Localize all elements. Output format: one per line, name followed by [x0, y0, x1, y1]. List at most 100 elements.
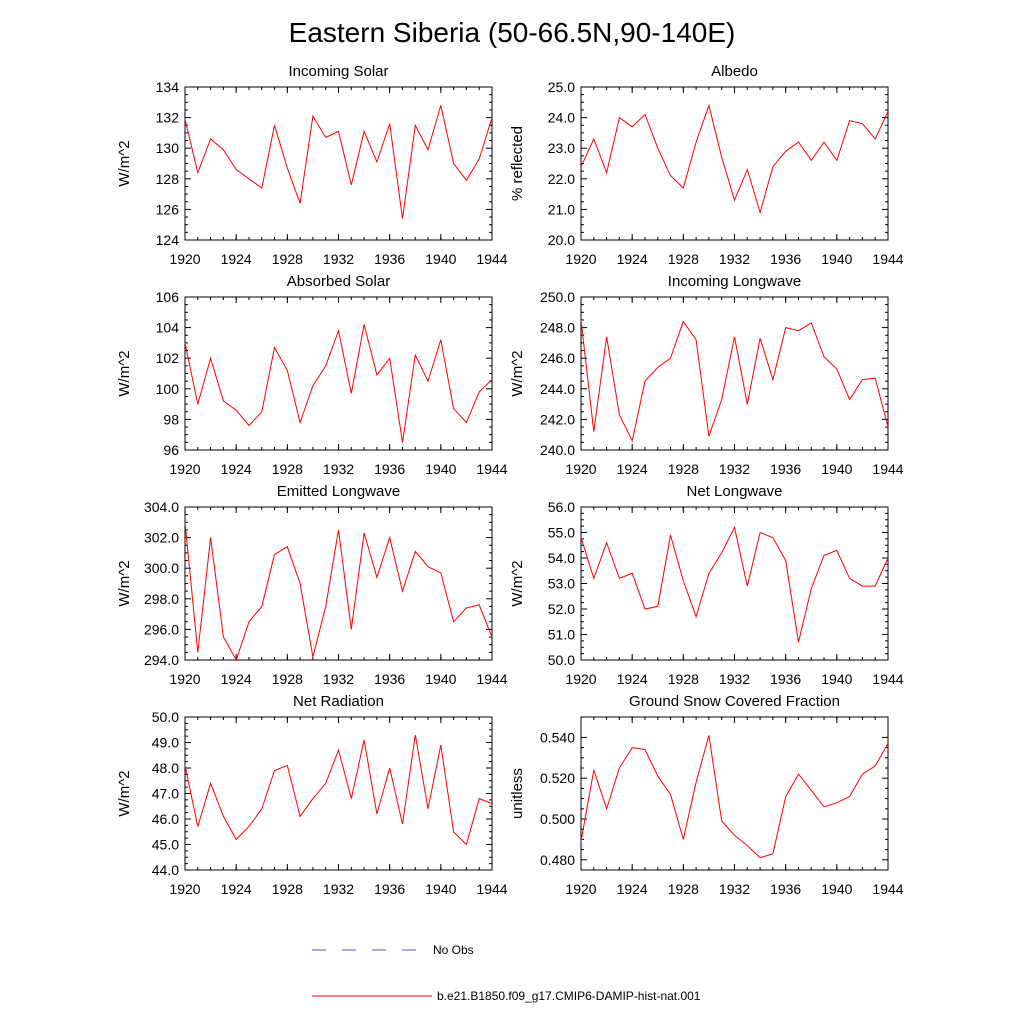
plot-frame [184, 296, 493, 451]
plot-frame [184, 86, 493, 241]
y-tick-label: 302.0 [144, 530, 179, 546]
x-tick-label: 1920 [565, 671, 596, 687]
y-tick-label: 46.0 [152, 811, 179, 827]
chart-panel: 1920 1924 1928 1932 1936 1940 1944 0.480 0.500 0.… [509, 693, 904, 897]
plot-frame [580, 506, 889, 661]
y-tick-label: 54.0 [548, 550, 575, 566]
y-axis-label: unitless [509, 768, 526, 819]
y-axis-label: W/m^2 [116, 770, 133, 816]
x-tick-label: 1940 [821, 671, 852, 687]
y-tick-label: 52.0 [548, 601, 575, 617]
x-tick-label: 1936 [770, 251, 801, 267]
x-tick-label: 1932 [323, 671, 354, 687]
y-tick-label: 47.0 [152, 786, 179, 802]
y-tick-label: 132 [156, 110, 180, 126]
y-tick-label: 134 [156, 79, 180, 95]
chart-panel: 1920 1924 1928 1932 1936 1940 1944 294.0 296.0 29… [116, 483, 508, 687]
x-tick-label: 1924 [221, 881, 252, 897]
x-tick-label: 1928 [272, 881, 303, 897]
y-tick-label: 0.520 [540, 770, 575, 786]
legend-no-obs-label: No Obs [433, 943, 474, 957]
x-tick-label: 1940 [821, 881, 852, 897]
y-axis-label: W/m^2 [509, 560, 526, 606]
y-axis-label: W/m^2 [116, 560, 133, 606]
y-tick-label: 104 [156, 320, 180, 336]
series-line [184, 522, 493, 662]
y-axis-label: W/m^2 [116, 140, 133, 186]
x-tick-label: 1936 [770, 671, 801, 687]
x-tick-label: 1920 [169, 461, 200, 477]
y-tick-label: 304.0 [144, 499, 179, 515]
panel-title: Ground Snow Covered Fraction [629, 693, 840, 710]
x-tick-label: 1928 [668, 461, 699, 477]
y-tick-label: 130 [156, 140, 180, 156]
x-tick-label: 1924 [221, 671, 252, 687]
x-tick-label: 1920 [169, 881, 200, 897]
x-tick-label: 1928 [272, 461, 303, 477]
y-tick-label: 246.0 [540, 350, 575, 366]
x-tick-label: 1944 [476, 461, 507, 477]
legend-model-label: b.e21.B1850.f09_g17.CMIP6-DAMIP-hist-nat… [437, 989, 701, 1003]
y-tick-label: 296.0 [144, 621, 179, 637]
plot-frame [580, 86, 889, 241]
x-tick-label: 1936 [770, 881, 801, 897]
x-tick-label: 1936 [374, 671, 405, 687]
series-line [580, 735, 889, 859]
panel-title: Emitted Longwave [277, 483, 400, 500]
x-tick-label: 1928 [668, 881, 699, 897]
x-tick-label: 1920 [565, 251, 596, 267]
series-line [580, 103, 889, 215]
x-tick-label: 1928 [668, 251, 699, 267]
y-tick-label: 244.0 [540, 381, 575, 397]
panel-title: Incoming Solar [288, 63, 388, 80]
x-tick-label: 1924 [617, 461, 648, 477]
x-tick-label: 1944 [872, 881, 903, 897]
y-tick-label: 294.0 [144, 652, 179, 668]
panel-title: Net Radiation [293, 693, 384, 710]
y-tick-label: 53.0 [548, 576, 575, 592]
x-tick-label: 1940 [425, 881, 456, 897]
x-tick-label: 1944 [476, 671, 507, 687]
y-tick-label: 20.0 [548, 232, 575, 248]
x-tick-label: 1944 [872, 671, 903, 687]
x-tick-label: 1920 [169, 671, 200, 687]
y-tick-label: 248.0 [540, 320, 575, 336]
x-tick-label: 1924 [617, 671, 648, 687]
plot-frame [184, 716, 493, 871]
y-tick-label: 50.0 [152, 709, 179, 725]
y-tick-label: 0.480 [540, 852, 575, 868]
y-axis-label: W/m^2 [509, 350, 526, 396]
x-tick-label: 1928 [668, 671, 699, 687]
series-line [580, 319, 889, 443]
plot-frame [580, 716, 889, 871]
x-tick-label: 1932 [323, 461, 354, 477]
x-tick-label: 1940 [821, 251, 852, 267]
x-tick-label: 1936 [374, 461, 405, 477]
y-axis-label: W/m^2 [116, 350, 133, 396]
panel-title: Albedo [711, 63, 758, 80]
y-tick-label: 55.0 [548, 525, 575, 541]
y-axis-label: % reflected [509, 126, 526, 201]
y-tick-label: 106 [156, 289, 180, 305]
x-tick-label: 1936 [770, 461, 801, 477]
chart-panel: 1920 1924 1928 1932 1936 1940 1944 240.0 242.0 24… [509, 273, 904, 477]
x-tick-label: 1932 [323, 881, 354, 897]
chart-panel: 1920 1924 1928 1932 1936 1940 1944 50.0 51.0 52.0… [509, 483, 904, 687]
x-tick-label: 1932 [323, 251, 354, 267]
y-tick-label: 298.0 [144, 591, 179, 607]
chart-panel: 1920 1924 1928 1932 1936 1940 1944 44.0 45.0 46.0… [116, 693, 508, 897]
x-tick-label: 1928 [272, 671, 303, 687]
y-tick-label: 98 [163, 411, 179, 427]
y-tick-label: 0.500 [540, 811, 575, 827]
y-tick-label: 44.0 [152, 862, 179, 878]
plot-frame [580, 296, 889, 451]
x-tick-label: 1940 [425, 461, 456, 477]
series-line [184, 734, 493, 846]
y-tick-label: 25.0 [548, 79, 575, 95]
x-tick-label: 1924 [221, 461, 252, 477]
x-tick-label: 1944 [476, 251, 507, 267]
panel-title: Absorbed Solar [287, 273, 390, 290]
y-tick-label: 100 [156, 381, 180, 397]
y-tick-label: 51.0 [548, 627, 575, 643]
